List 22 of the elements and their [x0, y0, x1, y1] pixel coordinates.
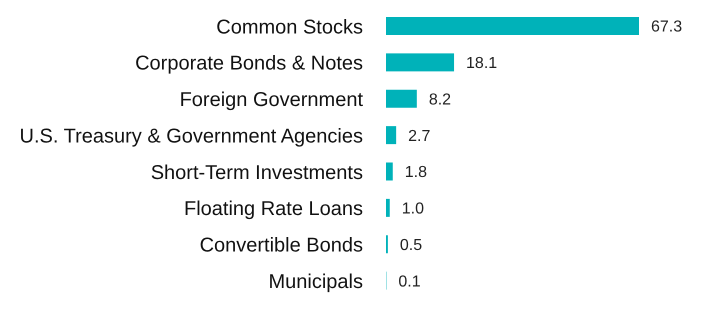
y-tick-label: Foreign Government [180, 89, 364, 112]
data-label: 18.1 [466, 55, 498, 72]
y-tick-label: Convertible Bonds [200, 234, 363, 257]
data-label: 67.3 [651, 18, 682, 36]
y-tick-label: U.S. Treasury & Government Agencies [20, 125, 363, 148]
bar [386, 53, 454, 72]
bar [386, 126, 396, 144]
bar [386, 17, 639, 35]
data-label: 8.2 [428, 91, 452, 108]
y-tick-label: Municipals [268, 270, 363, 293]
data-label: 1.0 [402, 200, 424, 218]
bar [386, 198, 390, 217]
data-label: 1.8 [404, 164, 428, 182]
y-tick-label: Floating Rate Loans [184, 198, 363, 220]
y-tick-label: Common Stocks [216, 16, 363, 38]
data-label: 0.1 [398, 273, 421, 290]
data-label: 0.5 [400, 236, 422, 254]
y-tick-label: Corporate Bonds & Notes [135, 52, 363, 75]
data-label: 2.7 [408, 128, 430, 145]
bar [386, 162, 393, 180]
bar [386, 90, 417, 108]
y-tick-label: Short-Term Investments [150, 162, 363, 184]
